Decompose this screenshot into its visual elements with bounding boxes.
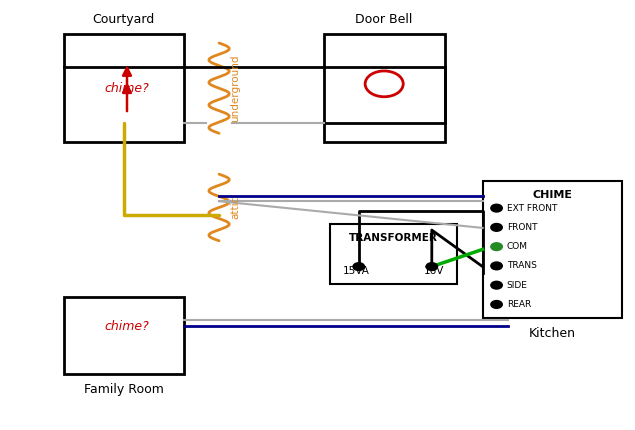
Text: attic: attic xyxy=(231,196,241,219)
Text: underground: underground xyxy=(231,55,241,122)
Text: Family Room: Family Room xyxy=(84,383,164,396)
Bar xyxy=(64,34,184,142)
Bar xyxy=(324,34,444,142)
Text: Courtyard: Courtyard xyxy=(93,13,155,26)
Text: chime?: chime? xyxy=(105,320,149,333)
Text: Kitchen: Kitchen xyxy=(529,327,576,340)
Text: SIDE: SIDE xyxy=(507,281,528,290)
Text: FRONT: FRONT xyxy=(507,223,537,232)
Bar xyxy=(330,224,457,284)
Text: chime?: chime? xyxy=(105,82,149,95)
Bar xyxy=(483,181,622,318)
Text: TRANSFORMER: TRANSFORMER xyxy=(349,233,438,243)
Circle shape xyxy=(491,243,502,251)
Circle shape xyxy=(491,224,502,231)
Text: TRANS: TRANS xyxy=(507,261,537,270)
Circle shape xyxy=(491,301,502,308)
Bar xyxy=(64,297,184,374)
Text: COM: COM xyxy=(507,242,528,251)
Circle shape xyxy=(491,262,502,270)
Text: REAR: REAR xyxy=(507,300,531,309)
Circle shape xyxy=(426,263,438,270)
Circle shape xyxy=(491,204,502,212)
Circle shape xyxy=(491,281,502,289)
Text: CHIME: CHIME xyxy=(533,190,572,200)
Circle shape xyxy=(353,263,364,270)
Text: 15VA: 15VA xyxy=(343,266,370,276)
Text: Door Bell: Door Bell xyxy=(356,13,413,26)
Text: 16V: 16V xyxy=(424,266,444,276)
Text: EXT FRONT: EXT FRONT xyxy=(507,204,557,212)
